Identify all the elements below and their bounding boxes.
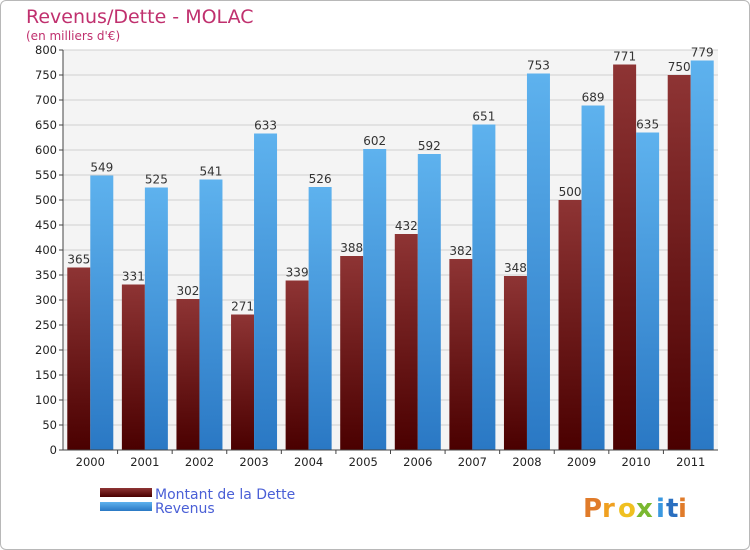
data-label-debt: 432 <box>395 219 418 233</box>
y-tick-label: 700 <box>35 93 57 107</box>
bar-revenus <box>199 179 223 450</box>
y-tick-label: 50 <box>42 418 57 432</box>
bar-debt <box>121 284 145 450</box>
data-label-revenus: 633 <box>254 119 277 133</box>
data-label-debt: 348 <box>504 261 527 275</box>
bar-revenus <box>90 175 114 450</box>
y-tick-label: 0 <box>50 443 57 457</box>
bar-debt <box>667 75 691 450</box>
data-label-revenus: 651 <box>472 110 495 124</box>
bars <box>67 60 714 450</box>
data-label-revenus: 525 <box>145 173 168 187</box>
bar-debt <box>285 280 309 450</box>
x-tick-label: 2002 <box>185 455 214 469</box>
logo-letter: r <box>602 494 615 524</box>
bar-debt <box>176 299 200 450</box>
logo-letter: i <box>678 494 687 524</box>
data-label-revenus: 753 <box>527 59 550 73</box>
data-labels: 365 549 331 525 302 541 271 633 339 526 388 602 432 5… <box>67 46 713 314</box>
x-tick-label: 2011 <box>676 455 705 469</box>
bar-debt <box>613 64 637 450</box>
bar-debt <box>231 314 255 450</box>
y-axis-ticks: 0 50 100 150 200 250 300 350 400 450 500 550 600 650 7… <box>35 43 63 457</box>
data-label-revenus: 541 <box>200 165 223 179</box>
y-tick-label: 450 <box>35 218 57 232</box>
y-tick-label: 750 <box>35 68 57 82</box>
y-tick-label: 800 <box>35 43 57 57</box>
x-tick-label: 2000 <box>76 455 105 469</box>
data-label-revenus: 779 <box>691 46 714 60</box>
legend-swatch-debt <box>100 488 152 497</box>
y-tick-label: 600 <box>35 143 57 157</box>
bar-debt <box>449 259 473 450</box>
y-tick-label: 350 <box>35 268 57 282</box>
data-label-debt: 388 <box>340 241 363 255</box>
x-tick-label: 2007 <box>458 455 487 469</box>
bar-revenus <box>417 154 441 450</box>
bar-debt <box>67 267 91 450</box>
data-label-debt: 500 <box>559 185 582 199</box>
logo-letter: P <box>583 494 602 524</box>
data-label-revenus: 635 <box>636 118 659 132</box>
y-tick-label: 100 <box>35 393 57 407</box>
y-tick-label: 550 <box>35 168 57 182</box>
data-label-debt: 271 <box>231 300 254 314</box>
x-tick-label: 2005 <box>349 455 378 469</box>
y-tick-label: 250 <box>35 318 57 332</box>
bar-revenus <box>526 73 550 450</box>
bar-revenus <box>690 60 714 450</box>
bar-revenus <box>636 132 660 450</box>
logo-letter: t <box>666 494 678 524</box>
data-label-revenus: 602 <box>363 134 386 148</box>
x-tick-label: 2001 <box>130 455 159 469</box>
legend: Montant de la Dette Revenus <box>100 487 295 517</box>
x-tick-label: 2008 <box>512 455 541 469</box>
x-tick-label: 2006 <box>403 455 432 469</box>
chart-subtitle: (en milliers d'€) <box>26 29 120 43</box>
x-tick-label: 2004 <box>294 455 323 469</box>
data-label-debt: 302 <box>177 284 200 298</box>
bar-debt <box>394 234 418 450</box>
legend-label-debt: Montant de la Dette <box>155 487 295 503</box>
legend-swatch-revenus <box>100 502 152 511</box>
data-label-debt: 750 <box>668 60 691 74</box>
data-label-debt: 365 <box>67 253 90 267</box>
bar-revenus <box>363 149 387 450</box>
bar-revenus <box>472 124 496 450</box>
bar-debt <box>558 200 582 450</box>
logo-letter: o <box>618 494 636 524</box>
y-tick-label: 500 <box>35 193 57 207</box>
y-tick-label: 300 <box>35 293 57 307</box>
data-label-revenus: 526 <box>309 172 332 186</box>
data-label-revenus: 592 <box>418 139 441 153</box>
bar-revenus <box>308 187 332 450</box>
y-tick-label: 150 <box>35 368 57 382</box>
data-label-debt: 331 <box>122 270 145 284</box>
bar-debt <box>503 276 527 450</box>
x-axis-ticks: 2000 2001 2002 2003 2004 2005 2006 2007 2008 2009… <box>76 450 705 469</box>
bar-revenus <box>144 187 168 450</box>
grid-lines <box>63 49 718 426</box>
bar-revenus <box>254 133 278 450</box>
data-label-debt: 382 <box>449 244 472 258</box>
y-tick-label: 400 <box>35 243 57 257</box>
logo-letter: i <box>656 494 665 524</box>
data-label-debt: 339 <box>286 266 309 280</box>
y-tick-label: 200 <box>35 343 57 357</box>
chart-title: Revenus/Dette - MOLAC <box>26 6 254 28</box>
legend-label-revenus: Revenus <box>155 501 215 517</box>
x-tick-label: 2010 <box>621 455 650 469</box>
x-tick-label: 2009 <box>567 455 596 469</box>
x-tick-label: 2003 <box>239 455 268 469</box>
data-label-revenus: 689 <box>582 91 605 105</box>
logo-letter: x <box>636 494 653 524</box>
y-tick-label: 650 <box>35 118 57 132</box>
data-label-revenus: 549 <box>90 161 113 175</box>
bar-debt <box>340 256 364 450</box>
bar-revenus <box>581 105 605 450</box>
data-label-debt: 771 <box>613 50 636 64</box>
